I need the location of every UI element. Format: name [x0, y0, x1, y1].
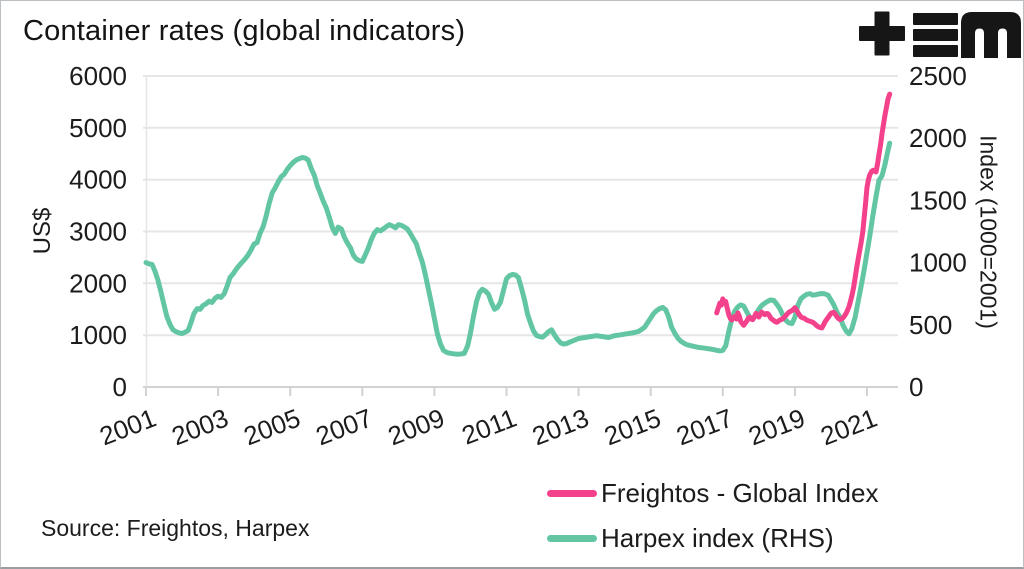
- left-tick-label-5000: 5000: [69, 113, 127, 143]
- left-tick-label-1000: 1000: [69, 320, 127, 350]
- left-tick-label-0: 0: [113, 372, 127, 402]
- x-tick-label-2003: 2003: [167, 403, 232, 452]
- right-tick-label-2500: 2500: [909, 61, 967, 91]
- logo-m-icon: [961, 12, 1021, 58]
- x-tick-label-2021: 2021: [816, 403, 881, 452]
- right-axis-title: Index (1000=2001): [975, 135, 1002, 329]
- legend-label-freightos: Freightos - Global Index: [601, 478, 879, 508]
- x-tick-label-2005: 2005: [240, 403, 305, 452]
- harpex-line-swatch: [547, 535, 597, 542]
- logo-bars-icon: [913, 13, 958, 57]
- left-axis-title: US$: [29, 207, 56, 255]
- legend-item-freightos: Freightos - Global Index: [547, 471, 878, 516]
- freightos-line-swatch: [547, 490, 597, 497]
- right-tick-label-1500: 1500: [909, 185, 967, 215]
- right-tick-label-0: 0: [909, 372, 923, 402]
- x-tick-label-2015: 2015: [600, 403, 665, 452]
- right-tick-label-2000: 2000: [909, 123, 967, 153]
- x-tick-label-2009: 2009: [384, 403, 449, 452]
- legend: Freightos - Global Index Harpex index (R…: [547, 471, 878, 561]
- x-tick-label-2013: 2013: [528, 403, 593, 452]
- x-tick-label-2019: 2019: [744, 403, 809, 452]
- x-tick-label-2011: 2011: [458, 403, 521, 451]
- x-tick-label-2017: 2017: [672, 403, 737, 452]
- tem-logo: [859, 11, 1021, 58]
- harpex-line: [143, 140, 893, 357]
- x-tick-label-2007: 2007: [312, 403, 377, 452]
- page-title: Container rates (global indicators): [23, 15, 466, 47]
- freightos-line: [714, 91, 893, 331]
- left-tick-label-4000: 4000: [69, 165, 127, 195]
- legend-item-harpex: Harpex index (RHS): [547, 516, 878, 561]
- x-tick-label-2001: 2001: [95, 403, 160, 452]
- left-tick-label-6000: 6000: [69, 61, 127, 91]
- right-tick-label-500: 500: [909, 310, 952, 340]
- left-tick-label-2000: 2000: [69, 268, 127, 298]
- legend-label-harpex: Harpex index (RHS): [601, 523, 834, 553]
- right-tick-label-1000: 1000: [909, 248, 967, 278]
- source-note: Source: Freightos, Harpex: [41, 515, 310, 541]
- left-tick-label-3000: 3000: [69, 217, 127, 247]
